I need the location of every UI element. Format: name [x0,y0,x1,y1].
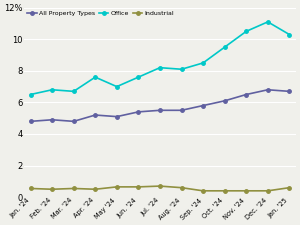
All Property Types [50,118,54,121]
Industrial [223,189,226,192]
Office [223,46,226,49]
All Property Types [201,104,205,107]
All Property Types [266,88,270,91]
Office [244,30,248,33]
All Property Types [180,109,183,112]
Office [201,62,205,64]
All Property Types [136,110,140,113]
All Property Types [223,99,226,102]
Office [50,88,54,91]
Industrial [136,186,140,188]
Industrial [201,189,205,192]
All Property Types [244,93,248,96]
Office [29,93,32,96]
All Property Types [115,115,119,118]
All Property Types [93,114,97,116]
Line: Office: Office [29,20,291,96]
Office [288,33,291,36]
Industrial [180,186,183,189]
All Property Types [158,109,162,112]
Line: All Property Types: All Property Types [29,88,291,123]
Office [266,20,270,23]
Industrial [115,186,119,188]
Office [158,66,162,69]
All Property Types [29,120,32,123]
Industrial [50,188,54,191]
All Property Types [288,90,291,93]
Industrial [266,189,270,192]
Industrial [93,188,97,191]
Industrial [158,185,162,187]
Industrial [244,189,248,192]
Line: Industrial: Industrial [29,184,291,193]
Office [72,90,76,93]
All Property Types [72,120,76,123]
Industrial [288,186,291,189]
Office [180,68,183,71]
Office [136,76,140,79]
Office [93,76,97,79]
Office [115,85,119,88]
Industrial [72,187,76,190]
Industrial [29,187,32,190]
Legend: All Property Types, Office, Industrial: All Property Types, Office, Industrial [25,9,176,18]
